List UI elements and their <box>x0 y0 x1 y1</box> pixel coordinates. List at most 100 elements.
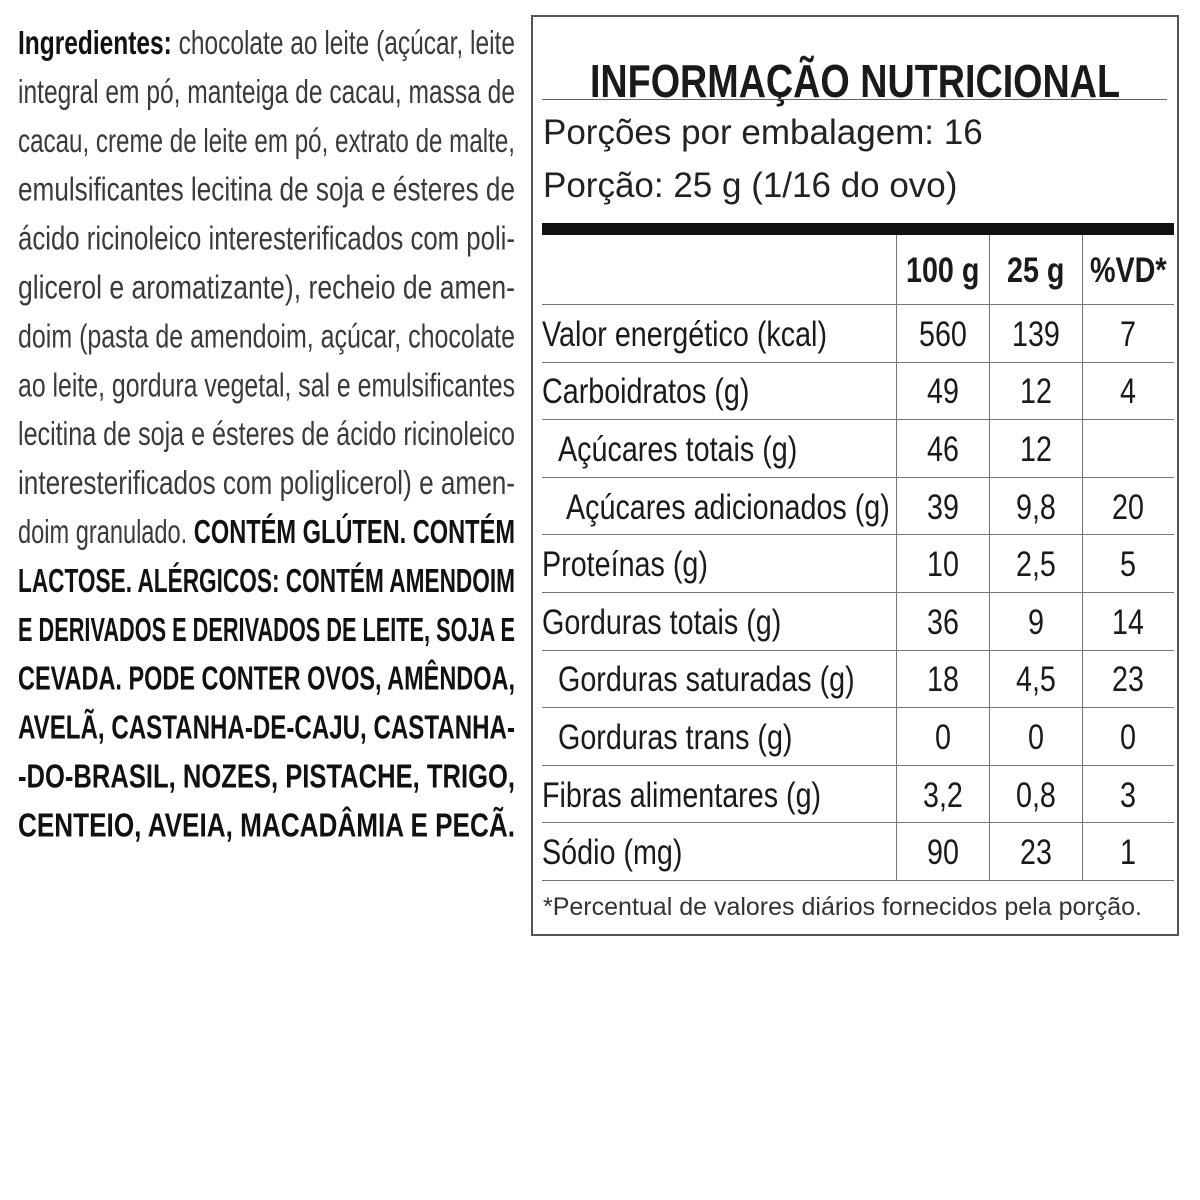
nutrient-label: Fibras alimentares (g) <box>542 776 821 815</box>
ingredients-line: doim granulado. CONTÉM GLÚTEN. CONTÉM <box>18 513 515 550</box>
nutrient-label: Proteínas (g) <box>542 545 708 584</box>
value-vd: 20 <box>1112 488 1144 527</box>
ingredients-line: glicerol e aromatizante), recheio de ame… <box>18 269 515 306</box>
ingredients-line: E DERIVADOS E DERIVADOS DE LEITE, SOJA E <box>18 611 515 648</box>
header-100g-box: 100 g <box>906 251 979 290</box>
nutrition-title: INFORMAÇÃO NUTRICIONAL <box>590 55 1120 107</box>
text: cacau, creme de leite em pó, extrato de … <box>18 122 515 159</box>
nutrient-row: Gorduras trans (g) 0 0 0 <box>542 708 1174 766</box>
header-25g: 25 g <box>1007 251 1064 290</box>
header-100g: 100 g <box>906 251 979 290</box>
text: emulsificantes lecitina de soja e éstere… <box>18 171 515 208</box>
value-vd: 0 <box>1120 718 1136 757</box>
value-vd: 3 <box>1120 776 1136 815</box>
ingredients-line: -DO-BRASIL, NOZES, PISTACHE, TRIGO, <box>18 758 515 795</box>
value-100g-box: 49 <box>927 372 959 411</box>
ingredients-line: CEVADA. PODE CONTER OVOS, AMÊNDOA, <box>18 660 515 697</box>
header-blank <box>542 235 896 304</box>
nutrition-grid: 100 g 25 g %VD* Valor energético (kcal) 560 1… <box>542 235 1174 881</box>
nutrient-label: Gorduras totais (g) <box>542 603 781 642</box>
nutrient-label-box: Valor energético (kcal) <box>542 315 827 354</box>
value-25g: 23 <box>1020 833 1052 872</box>
value-vd: 5 <box>1120 545 1136 584</box>
value-100g: 39 <box>927 488 959 527</box>
header-vd-box: %VD* <box>1090 251 1167 290</box>
value-100g: 18 <box>927 660 959 699</box>
nutrition-facts-table: INFORMAÇÃO NUTRICIONAL Porções por embal… <box>531 15 1179 936</box>
nutrient-label-box: Carboidratos (g) <box>542 372 749 411</box>
nutrient-label-box: Açúcares totais (g) <box>558 430 797 469</box>
header-row: 100 g 25 g %VD* <box>542 235 1174 305</box>
ingredients-line: doim (pasta de amendoim, açúcar, chocola… <box>18 317 515 354</box>
ingredients-line: ácido ricinoleico interesterificados com… <box>18 220 515 257</box>
header-25g-box: 25 g <box>1007 251 1064 290</box>
serving-size: Porção: 25 g (1/16 do ovo) <box>543 166 958 205</box>
bold-text: Ingredientes: <box>18 24 172 61</box>
nutrient-label-box: Gorduras totais (g) <box>542 603 781 642</box>
value-25g: 0,8 <box>1016 776 1056 815</box>
value-25g-box: 9 <box>1028 603 1044 642</box>
value-25g-box: 12 <box>1020 372 1052 411</box>
value-25g: 139 <box>1012 315 1060 354</box>
value-vd: 1 <box>1120 833 1136 872</box>
nutrient-label: Gorduras trans (g) <box>558 718 793 757</box>
text: doim (pasta de amendoim, açúcar, chocola… <box>18 317 515 354</box>
nutrient-label-box: Gorduras trans (g) <box>558 718 793 757</box>
text: ácido ricinoleico interesterificados com… <box>18 220 515 257</box>
value-25g-box: 4,5 <box>1016 660 1056 699</box>
nutrient-row: Carboidratos (g) 49 12 4 <box>542 362 1174 421</box>
value-25g: 9 <box>1028 603 1044 642</box>
value-100g: 46 <box>927 430 959 469</box>
value-100g: 560 <box>919 315 967 354</box>
nutrient-row: Açúcares adicionados (g) 39 9,8 20 <box>542 477 1174 536</box>
value-vd-box: 5 <box>1120 545 1136 584</box>
ingredients-line: interesterificados com poliglicerol) e a… <box>18 464 515 501</box>
value-vd-box: 14 <box>1112 603 1144 642</box>
value-100g: 0 <box>935 718 951 757</box>
value-vd-box: 4 <box>1120 372 1136 411</box>
bold-text: AVELÃ, CASTANHA-DE-CAJU, CASTANHA- <box>18 709 515 746</box>
ingredients-line: cacau, creme de leite em pó, extrato de … <box>18 122 515 159</box>
value-100g-box: 3,2 <box>923 776 963 815</box>
value-25g-box: 0 <box>1028 718 1044 757</box>
value-100g-box: 36 <box>927 603 959 642</box>
value-25g-box: 23 <box>1020 833 1052 872</box>
nutrient-row: Gorduras totais (g) 36 9 14 <box>542 592 1174 651</box>
text: ao leite, gordura vegetal, sal e emulsif… <box>18 366 515 403</box>
value-25g-box: 9,8 <box>1016 488 1056 527</box>
nutrition-title-text: INFORMAÇÃO NUTRICIONAL <box>590 55 1120 107</box>
bold-text: -DO-BRASIL, NOZES, PISTACHE, TRIGO, <box>18 758 515 795</box>
nutrient-row: Valor energético (kcal) 560 139 7 <box>542 305 1174 363</box>
nutrient-label: Açúcares totais (g) <box>558 430 797 469</box>
value-vd-box: 0 <box>1120 718 1136 757</box>
value-25g: 4,5 <box>1016 660 1056 699</box>
value-25g: 12 <box>1020 372 1052 411</box>
text: lecitina de soja e ésteres de ácido rici… <box>18 415 515 452</box>
nutrient-row: Proteínas (g) 10 2,5 5 <box>542 535 1174 593</box>
value-100g-box: 46 <box>927 430 959 469</box>
value-100g-box: 560 <box>919 315 967 354</box>
nutrient-label: Açúcares adicionados (g) <box>566 488 890 527</box>
value-vd-box: 3 <box>1120 776 1136 815</box>
value-100g-box: 10 <box>927 545 959 584</box>
value-vd-box: 1 <box>1120 833 1136 872</box>
nutrient-label-box: Fibras alimentares (g) <box>542 776 821 815</box>
value-vd-box <box>1129 420 1130 477</box>
bold-text: E DERIVADOS E DERIVADOS DE LEITE, SOJA E <box>18 611 515 648</box>
text: chocolate ao leite (açúcar, leite <box>172 24 515 61</box>
text: interesterificados com poliglicerol) e a… <box>18 464 515 501</box>
bold-text: LACTOSE. ALÉRGICOS: CONTÉM AMENDOIM <box>18 562 515 599</box>
value-vd: 7 <box>1120 315 1136 354</box>
thick-divider <box>542 223 1174 235</box>
footnote: *Percentual de valores diários fornecido… <box>543 893 1142 921</box>
value-vd-box: 23 <box>1112 660 1144 699</box>
ingredients-line: integral em pó, manteiga de cacau, massa… <box>18 73 515 110</box>
value-100g: 49 <box>927 372 959 411</box>
ingredients-line: LACTOSE. ALÉRGICOS: CONTÉM AMENDOIM <box>18 562 515 599</box>
nutrient-label: Sódio (mg) <box>542 833 682 872</box>
nutrient-label-box: Proteínas (g) <box>542 545 708 584</box>
ingredients-line: ao leite, gordura vegetal, sal e emulsif… <box>18 366 515 403</box>
value-100g-box: 90 <box>927 833 959 872</box>
value-vd-box: 20 <box>1112 488 1144 527</box>
value-25g-box: 2,5 <box>1016 545 1056 584</box>
